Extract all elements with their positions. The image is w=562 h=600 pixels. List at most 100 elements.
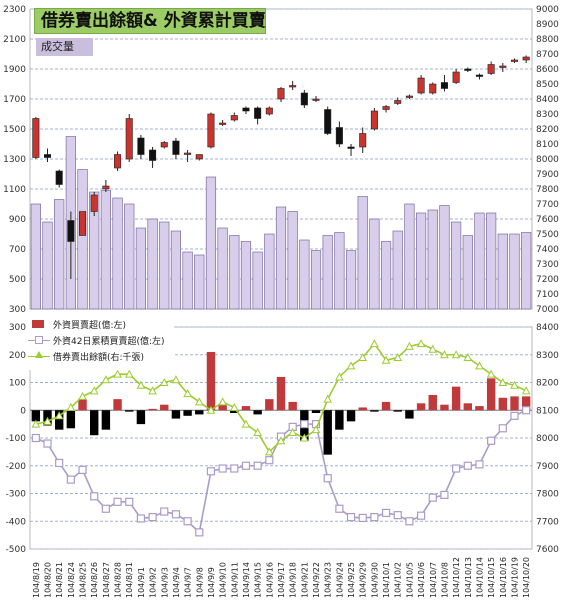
x-tick-label: 104/8/19: [32, 562, 41, 598]
top-right-tick-label: 7100: [536, 290, 559, 300]
volume-bar: [30, 203, 41, 310]
x-tick-label: 104/10/8: [440, 562, 449, 598]
lending-marker: [463, 352, 473, 362]
top-right-tick-label: 7300: [536, 260, 559, 270]
cumulative-marker: [148, 512, 157, 522]
volume-bar: [100, 190, 111, 310]
lending-marker: [288, 427, 298, 436]
volume-label: 成交量: [36, 38, 93, 56]
candle-body: [510, 59, 518, 62]
volume-bar: [194, 254, 205, 310]
x-tick-label: 104/8/21: [55, 562, 64, 598]
top-right-tick-label: 8300: [536, 110, 559, 120]
cumulative-marker: [78, 465, 87, 475]
candle-body: [499, 65, 507, 68]
foreign-net-bar: [486, 378, 496, 411]
top-left-tick-label: 2100: [3, 35, 26, 45]
lending-marker: [264, 447, 274, 456]
foreign-net-bar: [335, 410, 344, 430]
candle-body: [265, 107, 273, 115]
x-tick-label: 104/9/9: [207, 567, 216, 598]
top-left-tick-label: 1100: [3, 185, 26, 195]
cumulative-marker: [335, 504, 344, 513]
foreign-net-bar: [171, 410, 181, 419]
cumulative-marker: [218, 464, 227, 473]
cumulative-marker: [183, 517, 192, 526]
candle-body: [242, 107, 250, 112]
foreign-net-bar: [370, 410, 379, 412]
candle-body: [44, 154, 52, 158]
bottom-right-tick-label: 8300: [536, 351, 559, 361]
bottom-right-tick-label: 7800: [536, 490, 559, 500]
cumulative-marker: [31, 433, 40, 443]
x-tick-label: 104/10/15: [487, 557, 496, 598]
cumulative-marker: [405, 517, 414, 526]
lending-marker: [89, 386, 99, 395]
candle-body: [67, 220, 75, 242]
x-tick-label: 104/8/26: [90, 562, 99, 598]
top-right-tick-label: 8600: [536, 65, 559, 75]
legend-label-foreign-net: 外資買賣超(億:左): [53, 320, 127, 331]
volume-bar: [229, 235, 240, 310]
foreign-net-bar: [521, 396, 531, 411]
x-tick-label: 104/10/14: [475, 557, 484, 598]
foreign-net-bar: [148, 408, 157, 411]
cumulative-marker: [136, 514, 146, 523]
bottom-right-tick-label: 7900: [536, 462, 559, 472]
foreign-net-bar: [113, 399, 122, 411]
bottom-right-tick-label: 8400: [536, 323, 559, 333]
foreign-net-bar: [101, 410, 111, 430]
cumulative-marker: [66, 475, 75, 484]
bottom-left-tick-label: 0: [20, 406, 26, 416]
x-tick-label: 104/10/19: [510, 557, 519, 598]
candle-body: [79, 211, 87, 236]
x-tick-label: 104/9/18: [289, 562, 298, 598]
x-tick-label: 104/10/1: [382, 562, 391, 598]
candle-body: [370, 110, 378, 130]
volume-bar: [275, 206, 287, 310]
volume-bar: [252, 251, 263, 310]
bottom-left-tick-label: -500: [6, 545, 27, 555]
candle-body: [230, 115, 238, 121]
lending-marker: [159, 377, 169, 386]
candlesticks: [32, 55, 530, 279]
top-left-tick-label: 2300: [3, 5, 26, 15]
foreign-net-bar: [498, 397, 508, 411]
cumulative-marker: [440, 490, 449, 499]
lending-marker: [370, 339, 379, 348]
cumulative-marker: [253, 461, 262, 470]
volume-bar: [380, 241, 392, 310]
foreign-net-bar: [31, 410, 41, 422]
bottom-right-tick-label: 8200: [536, 379, 559, 389]
cumulative-marker: [358, 513, 367, 523]
candle-body: [55, 170, 63, 185]
foreign-net-bar: [54, 410, 64, 430]
lending-marker: [171, 375, 181, 384]
top-right-tick-label: 7500: [536, 230, 559, 240]
lending-marker: [428, 344, 438, 353]
red-bar-swatch-icon: [28, 318, 50, 330]
cumulative-marker: [113, 497, 122, 506]
lending-marker: [218, 397, 227, 406]
foreign-net-bar: [218, 404, 227, 411]
lending-marker: [206, 405, 216, 414]
cumulative-marker: [416, 511, 426, 520]
cumulative-marker: [241, 461, 251, 470]
foreign-net-bar: [393, 410, 402, 412]
volume-bar: [287, 211, 298, 310]
lending-marker: [229, 402, 239, 411]
x-tick-label: 104/9/3: [160, 567, 169, 598]
top-right-tick-label: 8400: [536, 95, 559, 105]
top-right-tick-label: 7200: [536, 275, 559, 285]
x-tick-label: 104/10/12: [452, 557, 461, 598]
bottom-left-tick-label: -300: [6, 490, 27, 500]
x-tick-label: 104/9/4: [172, 567, 181, 598]
volume-bar: [404, 203, 415, 310]
cumulative-marker: [300, 420, 309, 429]
lending-marker: [113, 369, 122, 378]
lending-marker: [124, 369, 134, 378]
bottom-left-tick-label: 300: [9, 323, 26, 333]
x-tick-label: 104/9/23: [324, 562, 333, 598]
bottom-right-tick-label: 8100: [536, 406, 559, 416]
legend-label-lending: 借券賣出餘額(右:千張): [53, 352, 145, 363]
